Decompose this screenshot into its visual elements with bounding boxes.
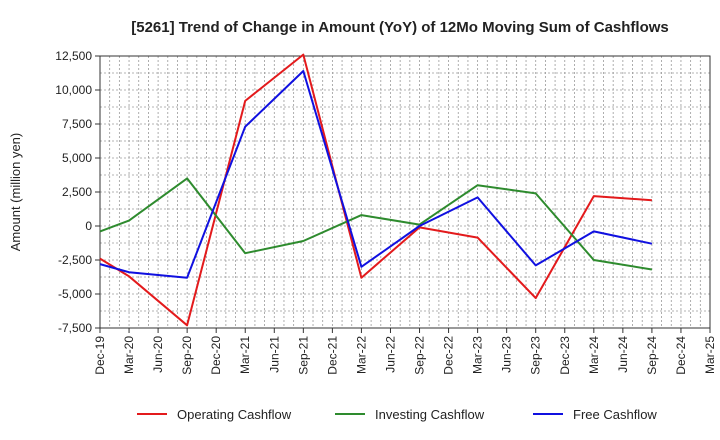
x-tick-label: Sep-23 xyxy=(529,336,543,375)
x-tick-label: Jun-20 xyxy=(151,336,165,373)
grid-lines xyxy=(99,55,711,329)
x-tick-label: Mar-20 xyxy=(122,336,136,374)
series-line-free-cashflow xyxy=(99,70,653,279)
legend-label-operating-cashflow: Operating Cashflow xyxy=(177,407,292,422)
x-tick-label: Dec-23 xyxy=(558,336,572,375)
x-tick-label: Sep-22 xyxy=(413,336,427,375)
x-tick-label: Dec-22 xyxy=(442,336,456,375)
y-tick-label: 10,000 xyxy=(55,83,92,97)
y-tick-label: 0 xyxy=(85,219,92,233)
y-tick-label: 2,500 xyxy=(62,185,92,199)
x-tick-label: Dec-20 xyxy=(209,336,223,375)
x-tick-label: Mar-23 xyxy=(471,336,485,374)
series-lines xyxy=(99,53,653,327)
series-line-operating-cashflow xyxy=(99,53,652,327)
x-tick-label: Jun-22 xyxy=(383,336,397,373)
y-tick-label: 7,500 xyxy=(62,117,92,131)
x-tick-label: Mar-25 xyxy=(703,336,717,374)
y-tick-label: -5,000 xyxy=(58,287,92,301)
x-tick-label: Dec-24 xyxy=(674,336,688,375)
legend-label-investing-cashflow: Investing Cashflow xyxy=(375,407,485,422)
chart-title: [5261] Trend of Change in Amount (YoY) o… xyxy=(131,19,669,36)
y-tick-label: 5,000 xyxy=(62,151,92,165)
series-line-investing-cashflow xyxy=(99,177,653,271)
x-tick-label: Jun-23 xyxy=(500,336,514,373)
x-tick-label: Sep-20 xyxy=(180,336,194,375)
legend: Operating Cashflow Investing Cashflow Free… xyxy=(137,407,657,422)
y-tick-label: 12,500 xyxy=(55,49,92,63)
x-tick-label: Jun-21 xyxy=(267,336,281,373)
x-axis-ticks: Dec-19 Mar-20 Jun-20 Sep-20 Dec-20 Mar-21 Jun-… xyxy=(93,328,717,375)
x-tick-label: Dec-21 xyxy=(325,336,339,375)
y-axis-ticks: 12,500 10,000 7,500 5,000 2,500 0 -2,500 -5,000… xyxy=(55,49,100,335)
x-tick-label: Mar-22 xyxy=(354,336,368,374)
x-tick-label: Sep-24 xyxy=(645,336,659,375)
y-tick-label: -7,500 xyxy=(58,321,92,335)
x-tick-label: Mar-21 xyxy=(238,336,252,374)
x-tick-label: Dec-19 xyxy=(93,336,107,375)
legend-label-free-cashflow: Free Cashflow xyxy=(573,407,657,422)
y-axis-label: Amount (million yen) xyxy=(8,133,23,252)
x-tick-label: Mar-24 xyxy=(587,336,601,374)
x-tick-label: Jun-24 xyxy=(616,336,630,373)
y-tick-label: -2,500 xyxy=(58,253,92,267)
x-tick-label: Sep-21 xyxy=(296,336,310,375)
